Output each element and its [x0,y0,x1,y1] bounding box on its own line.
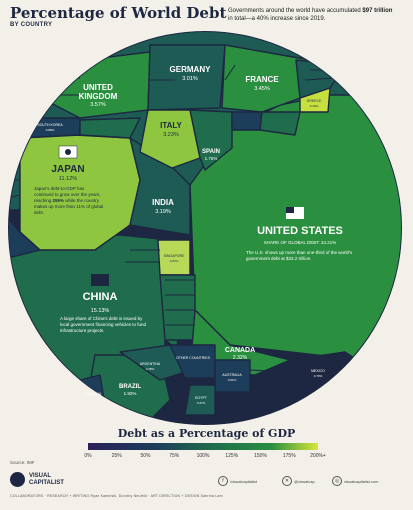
share-united-kingdom: 3.57% [90,102,106,108]
label-japan: JAPAN [51,164,84,175]
chart-title: Percentage of World Debt [10,4,227,22]
label-brazil: BRAZIL [119,384,141,390]
label-united-states: UNITED STATES [257,225,343,237]
cell-spain [189,109,233,171]
label-greece: GREECE [307,99,322,103]
cell-small-europe-b [231,111,263,131]
share-mexico: 0.79% [314,374,323,378]
source-note: Source: IMF [10,460,35,465]
label-other-countries: OTHER COUNTRIES [176,356,211,360]
label-colombia: COLOMBIA [83,392,102,396]
share-australia: 0.91% [228,378,237,382]
x-icon: ✕ [282,476,292,486]
brand-logo-icon [10,472,25,487]
social-web-link[interactable]: ◎ visualcapitalist.com [332,476,378,486]
share-singapore: 0.84% [170,259,179,263]
web-icon: ◎ [332,476,342,486]
legend-tick-label: 200%+ [310,453,326,459]
label-china: CHINA [83,291,118,303]
legend-tick-label: 175% [282,453,296,459]
label-australia: AUSTRALIA [222,373,242,377]
intro-text: Governments around the world have accumu… [228,8,393,22]
cell-asia-small [19,64,46,119]
label-canada: CANADA [225,347,255,354]
share-italy: 3.23% [163,132,179,138]
cell-france [221,44,311,113]
label-egypt: EGYPT [195,396,208,400]
label-singapore: SINGAPORE [164,254,185,258]
label-south-korea: SOUTH KOREA [37,123,63,127]
label-italy: ITALY [160,121,182,130]
legend-tick-label: 25% [111,453,122,459]
cell-small-europe-a [79,117,141,139]
cell-egypt [184,384,216,416]
treemap-labels: UNITED STATES SHARE OF GLOBAL DEBT: 34.2… [37,65,343,405]
note-china-box: A large share of China's debt is issued … [60,316,146,333]
brand-logo: VISUAL CAPITALIST [10,472,64,487]
debt-treemap: UNITED STATES SHARE OF GLOBAL DEBT: 34.2… [8,31,402,425]
cell-germany [147,44,226,111]
label-france: FRANCE [245,75,279,84]
share-argentina: 0.28% [146,367,155,371]
legend-tick-label: 50% [140,453,151,459]
cell-mid-column [159,274,196,341]
legend-tick-label: 75% [169,453,180,459]
chart-subtitle: BY COUNTRY [10,22,53,28]
label-argentina: ARGENTINA [140,362,161,366]
cell-italy [139,109,201,169]
social-x-link[interactable]: ✕ @visualcap [282,476,315,486]
legend-tick-label: 0% [84,453,92,459]
legend-tick-label: 100% [196,453,210,459]
label-mexico: MEXICO [311,369,325,373]
note-united-states: SHARE OF GLOBAL DEBT: 34.21% [264,240,337,245]
cell-australia [214,359,251,393]
cell-colombia [79,374,106,406]
cell-small-europe-c [259,111,301,136]
legend-gradient [88,443,318,450]
share-china: 15.13% [91,308,110,314]
label-spain: SPAIN [202,149,220,155]
share-france: 3.45% [254,86,270,92]
social-facebook-link[interactable]: f/visualcapitalist [218,476,257,486]
facebook-icon: f [218,476,228,486]
label-india: INDIA [152,198,174,207]
share-egypt: 0.37% [197,401,206,405]
flag-japan-disc [65,149,71,155]
share-south-korea: 0.88% [46,128,55,132]
cell-left-strip [9,209,41,261]
credits-line: COLLABORATORS · RESEARCH + WRITING Ryan … [10,494,223,498]
share-spain: 1.75% [205,156,218,161]
share-greece: 0.40% [310,104,319,108]
share-brazil: 1.92% [124,391,137,396]
share-germany: 3.01% [182,76,198,82]
share-japan: 11.12% [59,176,77,182]
label-united-kingdom: UNITED KINGDOM [79,83,118,101]
legend-tick-label: 125% [225,453,239,459]
share-canada: 2.32% [233,355,248,361]
legend-tick-label: 150% [254,453,267,459]
flag-united-states-canton [286,207,294,213]
share-india: 3.19% [155,209,171,215]
note-japan-box: Japan's debt-to-GDP has continued to gro… [34,186,103,215]
flag-china [91,274,109,286]
note-us-box: The U.S. shows up more than one-third of… [246,250,352,261]
label-germany: GERMANY [170,65,212,74]
legend-title: Debt as a Percentage of GDP [117,427,296,440]
